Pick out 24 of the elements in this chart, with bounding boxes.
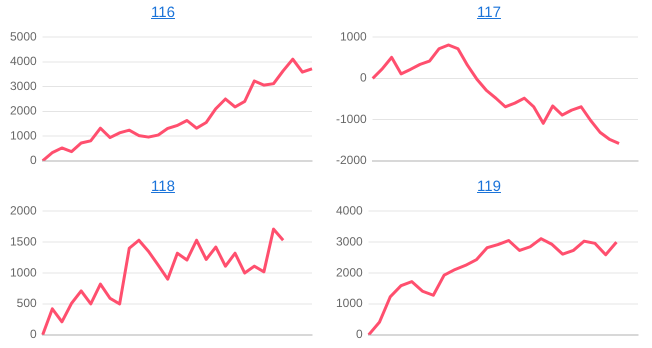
y-tick-label: 2000 (336, 265, 364, 280)
chart-title: 119 (477, 178, 501, 195)
y-tick-label: -2000 (336, 153, 368, 168)
y-tick-label: 1000 (340, 30, 368, 44)
y-tick-label: 5000 (10, 30, 38, 44)
y-tick-label: 1000 (10, 128, 38, 142)
y-tick-label: -1000 (336, 112, 368, 126)
y-tick-label: 0 (360, 70, 368, 85)
y-tick-label: 1500 (10, 234, 38, 248)
y-tick-label: 0 (356, 327, 364, 342)
y-tick-label: 0 (30, 327, 38, 342)
y-tick-label: 1000 (10, 265, 38, 280)
y-tick-label: 500 (16, 296, 38, 310)
y-tick-label: 4000 (336, 204, 364, 218)
chart-title: 117 (477, 4, 501, 21)
y-tick-label: 1000 (336, 296, 364, 310)
y-tick-label: 4000 (10, 54, 38, 68)
chart-title: 116 (151, 4, 175, 21)
y-tick-label: 3000 (10, 78, 38, 93)
y-tick-label: 2000 (10, 104, 38, 118)
y-tick-label: 0 (30, 153, 38, 168)
y-tick-label: 3000 (336, 234, 364, 248)
chart-title: 118 (151, 178, 175, 195)
y-tick-label: 2000 (10, 204, 38, 218)
